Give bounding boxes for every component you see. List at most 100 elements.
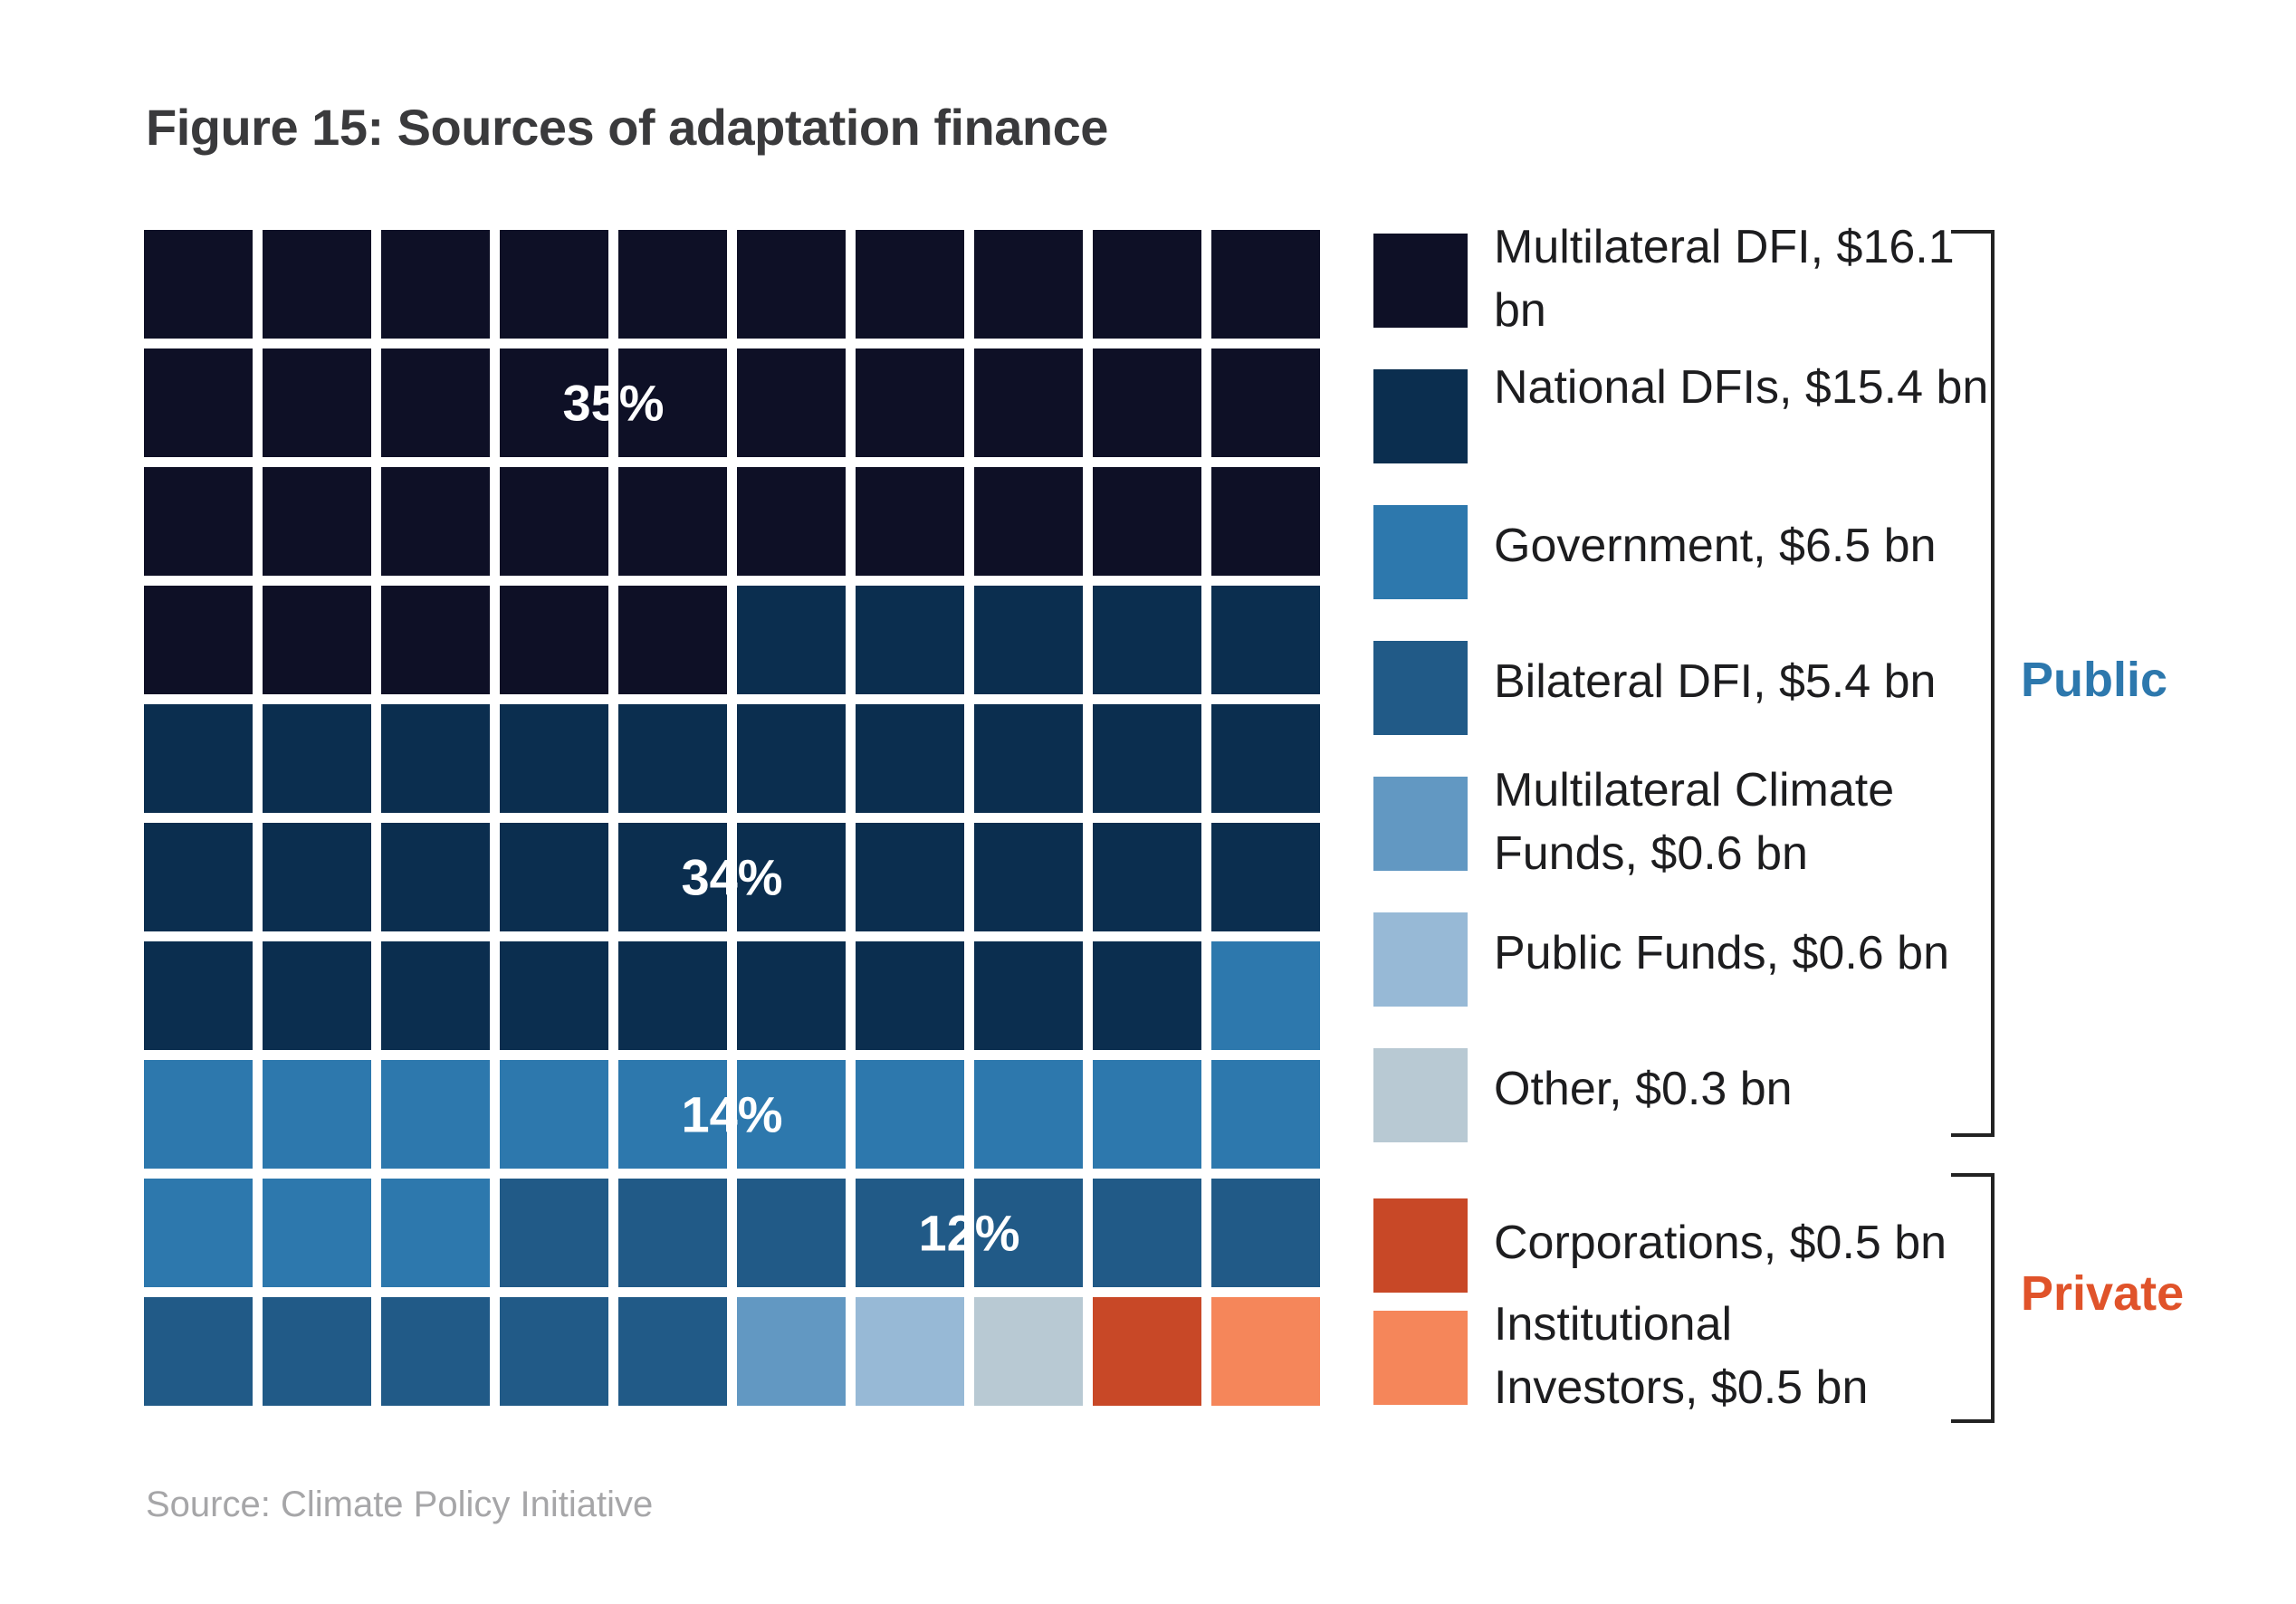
waffle-cell [856, 1179, 964, 1287]
waffle-cell [500, 941, 608, 1050]
waffle-cell [974, 1297, 1083, 1406]
waffle-cell [974, 348, 1083, 457]
waffle-cell [1093, 1297, 1201, 1406]
chart-title: Figure 15: Sources of adaptation finance [146, 99, 1108, 156]
waffle-cell [381, 1297, 490, 1406]
waffle-cell [618, 941, 727, 1050]
waffle-cell [1211, 467, 1320, 576]
legend-swatch [1373, 1198, 1468, 1293]
waffle-cell [500, 1297, 608, 1406]
waffle-cell [1211, 586, 1320, 694]
waffle-cell [974, 230, 1083, 339]
waffle-cell [856, 230, 964, 339]
waffle-cell [144, 230, 253, 339]
waffle-cell [144, 823, 253, 931]
waffle-cell [144, 348, 253, 457]
waffle-cell [974, 1060, 1083, 1169]
legend-label: Other, $0.3 bn [1494, 1063, 1793, 1115]
legend-swatch [1373, 777, 1468, 871]
waffle-cell [144, 941, 253, 1050]
waffle-cell [263, 704, 371, 813]
waffle-cell [263, 823, 371, 931]
waffle-cell [856, 704, 964, 813]
waffle-cell [1093, 704, 1201, 813]
waffle-cell [618, 348, 727, 457]
waffle-cell [618, 586, 727, 694]
percent-label: 14% [681, 1085, 783, 1143]
percent-label: 34% [681, 848, 783, 906]
waffle-cell [856, 941, 964, 1050]
group-label: Private [2021, 1266, 2185, 1321]
waffle-cell [263, 586, 371, 694]
waffle-cell [263, 348, 371, 457]
waffle-cell [381, 467, 490, 576]
legend-label: Corporations, $0.5 bn [1494, 1217, 1947, 1269]
waffle-cell [144, 1179, 253, 1287]
waffle-cell [856, 348, 964, 457]
waffle-cell [737, 586, 846, 694]
waffle-cell [1093, 1179, 1201, 1287]
legend-label: Multilateral DFI, $16.1 bn [1494, 221, 1955, 337]
waffle-cell [974, 586, 1083, 694]
waffle-cell [144, 467, 253, 576]
waffle-cell [381, 586, 490, 694]
waffle-cell [856, 467, 964, 576]
waffle-cell [737, 823, 846, 931]
waffle-cell [974, 704, 1083, 813]
waffle-cell [856, 1297, 964, 1406]
legend-swatch [1373, 1048, 1468, 1142]
waffle-cell [144, 586, 253, 694]
source-note: Source: Climate Policy Initiative [146, 1485, 654, 1524]
waffle-cell [618, 1179, 727, 1287]
group-bracket [1951, 1173, 1995, 1423]
waffle-cell [500, 230, 608, 339]
waffle-cell [737, 230, 846, 339]
waffle-cell [618, 1060, 727, 1169]
legend-swatch [1373, 369, 1468, 463]
waffle-cell [1211, 230, 1320, 339]
waffle-cell [856, 1060, 964, 1169]
waffle-cell [618, 467, 727, 576]
waffle-cell [500, 586, 608, 694]
waffle-cell [500, 1179, 608, 1287]
waffle-cell [263, 467, 371, 576]
waffle-cell [1093, 467, 1201, 576]
waffle-cell [500, 823, 608, 931]
legend-swatch [1373, 505, 1468, 599]
waffle-cell [500, 704, 608, 813]
legend-label: Bilateral DFI, $5.4 bn [1494, 655, 1937, 708]
legend-swatch [1373, 234, 1468, 328]
waffle-cell [856, 823, 964, 931]
waffle-cell [1211, 704, 1320, 813]
legend-label: National DFIs, $15.4 bn [1494, 361, 1989, 414]
waffle-cell [1211, 348, 1320, 457]
waffle-cell [737, 704, 846, 813]
waffle-cell [263, 230, 371, 339]
legend-swatch [1373, 1311, 1468, 1405]
waffle-cell [618, 823, 727, 931]
waffle-cell [381, 823, 490, 931]
waffle-cell [737, 1297, 846, 1406]
waffle-cell [381, 941, 490, 1050]
waffle-cell [974, 467, 1083, 576]
waffle-cell [1093, 586, 1201, 694]
waffle-cell [263, 1060, 371, 1169]
legend-label: Multilateral Climate Funds, $0.6 bn [1494, 764, 1895, 880]
waffle-cell [381, 704, 490, 813]
percent-label: 35% [562, 374, 665, 432]
waffle-cell [737, 467, 846, 576]
waffle-cell [144, 704, 253, 813]
waffle-cell [618, 704, 727, 813]
waffle-cell [500, 1060, 608, 1169]
waffle-cell [263, 1179, 371, 1287]
percent-label: 12% [918, 1204, 1020, 1262]
waffle-cell [974, 941, 1083, 1050]
waffle-cell [1093, 823, 1201, 931]
legend-swatch [1373, 641, 1468, 735]
waffle-cell [1093, 941, 1201, 1050]
waffle-cell [381, 230, 490, 339]
waffle-cell [1093, 230, 1201, 339]
waffle-cell [737, 1179, 846, 1287]
waffle-cell [1211, 1179, 1320, 1287]
waffle-cell [1211, 823, 1320, 931]
